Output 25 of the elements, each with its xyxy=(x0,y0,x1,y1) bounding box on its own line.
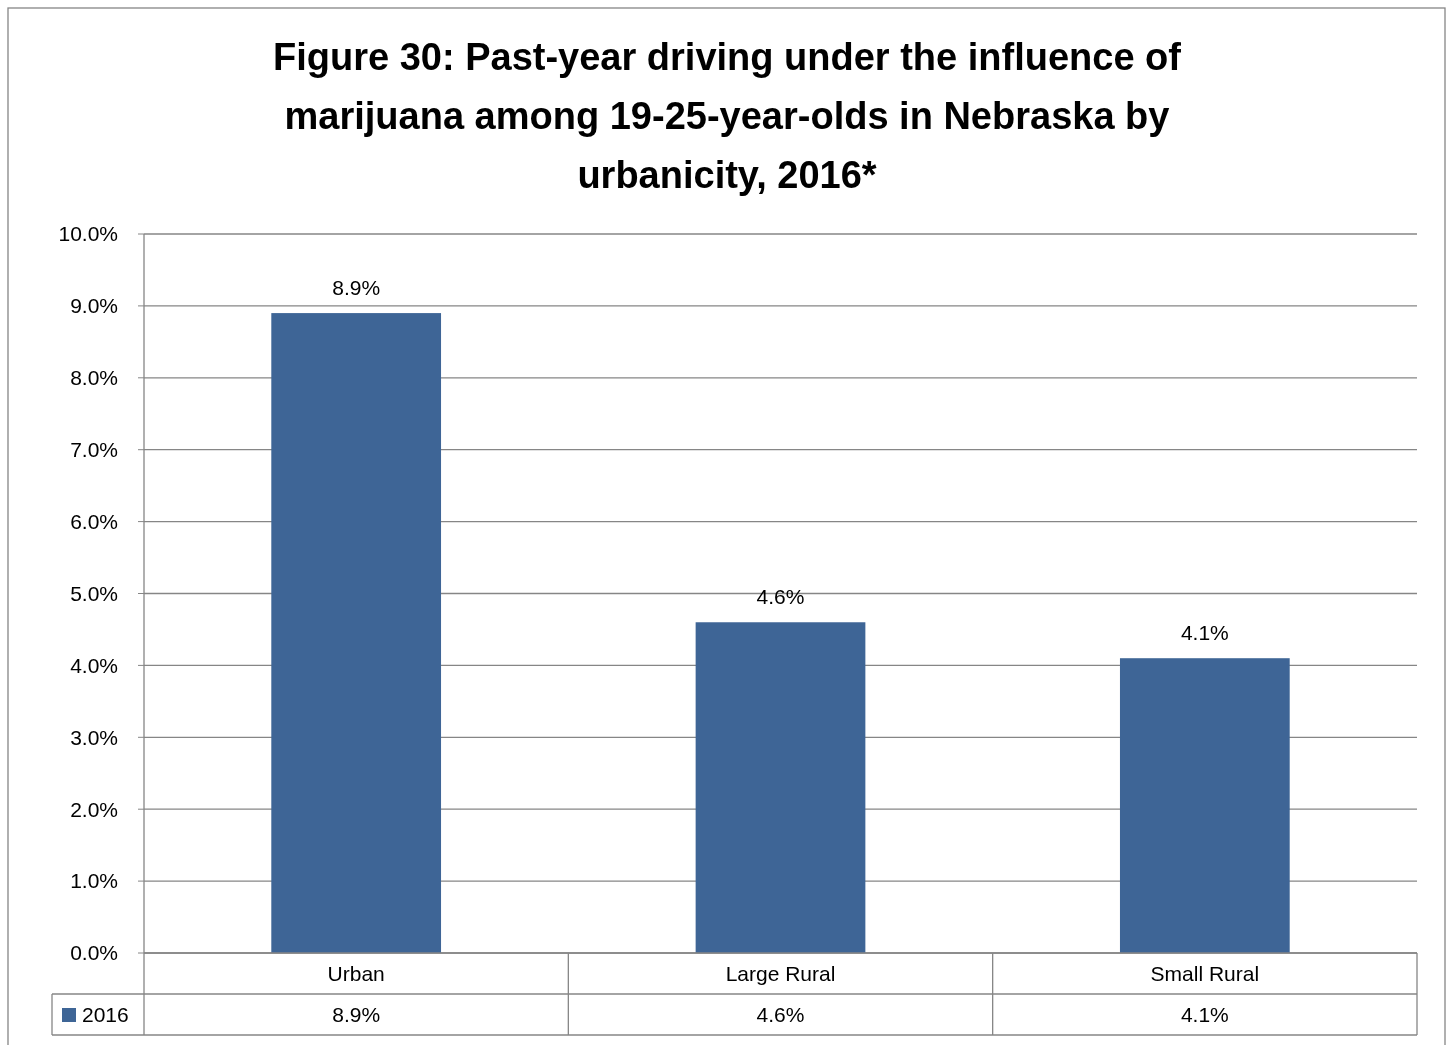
data-label: 4.6% xyxy=(756,1002,805,1026)
y-tick-label: 1.0% xyxy=(70,869,118,893)
y-tick-label: 6.0% xyxy=(70,509,118,533)
y-tick-label: 2.0% xyxy=(70,797,118,821)
legend-label: 2016 xyxy=(82,1002,129,1026)
y-tick-label: 4.0% xyxy=(70,653,118,677)
text: 4.1% xyxy=(1180,621,1229,645)
x-tick-label: Small Rural xyxy=(1150,961,1260,985)
x-tick-label: Large Rural xyxy=(725,961,836,985)
bar xyxy=(1119,658,1290,953)
bar xyxy=(271,313,442,953)
y-tick-label: 0.0% xyxy=(70,941,118,965)
data-label: 4.1% xyxy=(1180,1002,1229,1026)
chart-title: Figure 30: Past-year driving under the influence of marijuana among 19-25-year-olds in Nebraska by urbanicity, 2016* xyxy=(273,36,1182,197)
text: 4.6% xyxy=(756,585,805,609)
y-tick-label: 9.0% xyxy=(70,294,118,318)
text: 8.9% xyxy=(332,276,381,300)
bar xyxy=(695,622,866,953)
y-tick-label: 7.0% xyxy=(70,438,118,462)
y-tick-label: 8.0% xyxy=(70,366,118,390)
y-tick-label: 5.0% xyxy=(70,581,118,605)
data-label: 8.9% xyxy=(332,1002,381,1026)
y-tick-label: 3.0% xyxy=(70,725,118,749)
x-tick-label: Urban xyxy=(327,961,385,985)
y-tick-label: 10.0% xyxy=(58,222,118,246)
